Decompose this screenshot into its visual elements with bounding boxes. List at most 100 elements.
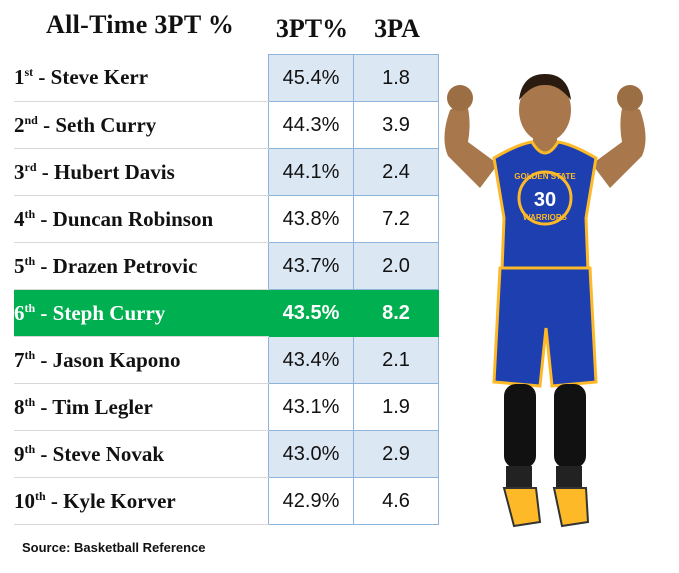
rank-separator: - xyxy=(35,253,53,278)
ranking-table: 1st - Steve Kerr 45.4% 1.8 2nd - Seth Curry… xyxy=(14,54,439,525)
right-arm xyxy=(592,100,646,188)
table-row: 10th - Kyle Korver 42.9% 4.6 xyxy=(14,477,439,525)
right-leg xyxy=(554,384,586,468)
table-row: 4th - Duncan Robinson 43.8% 7.2 xyxy=(14,195,439,243)
right-sock xyxy=(556,466,582,488)
player-rank-name: 3rd - Hubert Davis xyxy=(14,148,269,196)
three-pa-cell: 2.4 xyxy=(353,148,439,196)
rank-suffix: nd xyxy=(24,112,38,127)
player-name: Hubert Davis xyxy=(54,159,175,184)
rank-suffix: th xyxy=(24,347,36,362)
three-pa-cell: 8.2 xyxy=(353,289,439,337)
three-pt-pct-cell: 43.5% xyxy=(268,289,354,337)
three-pa-cell: 3.9 xyxy=(353,101,439,149)
rank-separator: - xyxy=(37,112,56,137)
player-name: Duncan Robinson xyxy=(52,206,214,231)
three-pt-pct-cell: 42.9% xyxy=(268,477,354,525)
table-row: 8th - Tim Legler 43.1% 1.9 xyxy=(14,383,439,431)
rank-number: 7 xyxy=(14,347,25,372)
column-header-3pt-pct: 3PT% xyxy=(275,14,349,43)
table-row: 5th - Drazen Petrovic 43.7% 2.0 xyxy=(14,242,439,290)
three-pt-pct-cell: 43.8% xyxy=(268,195,354,243)
rank-separator: - xyxy=(45,488,64,513)
source-note: Source: Basketball Reference xyxy=(22,540,206,555)
column-header-3pa: 3PA xyxy=(374,14,420,43)
three-pt-pct-cell: 45.4% xyxy=(268,54,354,102)
three-pa-cell: 2.0 xyxy=(353,242,439,290)
rank-number: 10 xyxy=(14,488,35,513)
player-rank-name: 9th - Steve Novak xyxy=(14,430,269,478)
three-pa-cell: 7.2 xyxy=(353,195,439,243)
rank-separator: - xyxy=(36,159,54,184)
player-name: Steph Curry xyxy=(52,300,166,325)
three-pa-cell: 2.1 xyxy=(353,336,439,384)
jersey-logo xyxy=(517,170,573,226)
left-sock xyxy=(506,466,532,488)
player-rank-name: 1st - Steve Kerr xyxy=(14,54,269,102)
player-name: Drazen Petrovic xyxy=(52,253,198,278)
three-pa-cell: 1.8 xyxy=(353,54,439,102)
rank-suffix: th xyxy=(24,206,36,221)
three-pt-pct-cell: 44.1% xyxy=(268,148,354,196)
rank-separator: - xyxy=(35,347,53,372)
head xyxy=(519,78,571,142)
table-row: 9th - Steve Novak 43.0% 2.9 xyxy=(14,430,439,478)
three-pt-pct-cell: 43.4% xyxy=(268,336,354,384)
player-rank-name: 10th - Kyle Korver xyxy=(14,477,269,525)
player-name: Steve Novak xyxy=(52,441,165,466)
hair xyxy=(519,74,571,100)
player-name: Seth Curry xyxy=(55,112,157,137)
shorts xyxy=(492,266,598,388)
rank-separator: - xyxy=(33,65,51,90)
three-pa-cell: 2.9 xyxy=(353,430,439,478)
player-name: Kyle Korver xyxy=(63,488,176,513)
rank-number: 1 xyxy=(14,65,25,90)
player-name: Jason Kapono xyxy=(52,347,181,372)
three-pa-cell: 1.9 xyxy=(353,383,439,431)
player-name: Tim Legler xyxy=(52,394,153,419)
rank-separator: - xyxy=(35,394,53,419)
rank-suffix: th xyxy=(24,441,36,456)
three-pt-pct-cell: 43.7% xyxy=(268,242,354,290)
player-rank-name: 5th - Drazen Petrovic xyxy=(14,242,269,290)
rank-separator: - xyxy=(35,206,53,231)
chart-title: All-Time 3PT % xyxy=(46,10,235,39)
rank-suffix: th xyxy=(24,394,36,409)
player-name: Steve Kerr xyxy=(50,65,149,90)
rank-suffix: rd xyxy=(24,159,37,174)
rank-suffix: th xyxy=(24,253,36,268)
jersey-team-line2: WARRIORS xyxy=(523,213,568,222)
rank-number: 2 xyxy=(14,112,25,137)
rank-number: 6 xyxy=(14,300,25,325)
left-fist xyxy=(447,85,473,111)
rank-suffix: th xyxy=(24,300,36,315)
player-rank-name: 7th - Jason Kapono xyxy=(14,336,269,384)
jersey-team-line1: GOLDEN STATE xyxy=(514,172,576,181)
three-pt-pct-cell: 44.3% xyxy=(268,101,354,149)
rank-suffix: st xyxy=(24,65,34,80)
rank-number: 4 xyxy=(14,206,25,231)
three-pt-pct-cell: 43.0% xyxy=(268,430,354,478)
left-leg xyxy=(504,384,536,468)
left-shoe xyxy=(502,487,542,528)
table-row: 6th - Steph Curry 43.5% 8.2 xyxy=(14,289,439,337)
three-pt-pct-cell: 43.1% xyxy=(268,383,354,431)
right-shoe xyxy=(552,487,590,528)
right-fist xyxy=(617,85,643,111)
rank-number: 9 xyxy=(14,441,25,466)
table-row: 2nd - Seth Curry 44.3% 3.9 xyxy=(14,101,439,149)
rank-separator: - xyxy=(35,300,53,325)
rank-suffix: th xyxy=(35,488,46,503)
table-row: 7th - Jason Kapono 43.4% 2.1 xyxy=(14,336,439,384)
player-photo: GOLDEN STATE 30 WARRIORS xyxy=(444,74,646,528)
left-arm xyxy=(444,100,498,188)
rank-number: 8 xyxy=(14,394,25,419)
player-rank-name: 6th - Steph Curry xyxy=(14,289,269,337)
three-pa-cell: 4.6 xyxy=(353,477,439,525)
table-row: 1st - Steve Kerr 45.4% 1.8 xyxy=(14,54,439,102)
rank-separator: - xyxy=(35,441,53,466)
rank-number: 3 xyxy=(14,159,25,184)
jersey-number: 30 xyxy=(534,189,556,211)
rank-number: 5 xyxy=(14,253,25,278)
player-rank-name: 2nd - Seth Curry xyxy=(14,101,269,149)
